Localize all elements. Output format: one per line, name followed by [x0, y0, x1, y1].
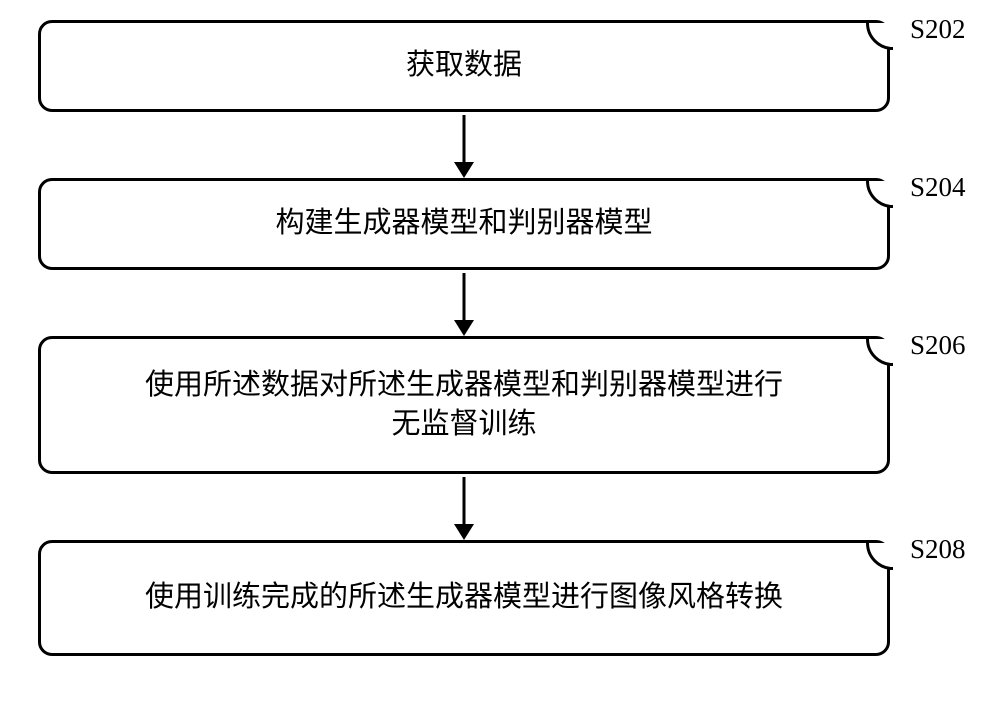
- flowchart-canvas: 获取数据 S202 构建生成器模型和判别器模型 S204 使用所述数据对所述生成…: [0, 0, 1000, 707]
- step-box-s208: 使用训练完成的所述生成器模型进行图像风格转换: [38, 540, 890, 656]
- step-text: 使用训练完成的所述生成器模型进行图像风格转换: [145, 578, 783, 617]
- step-label-s208: S208: [910, 534, 966, 565]
